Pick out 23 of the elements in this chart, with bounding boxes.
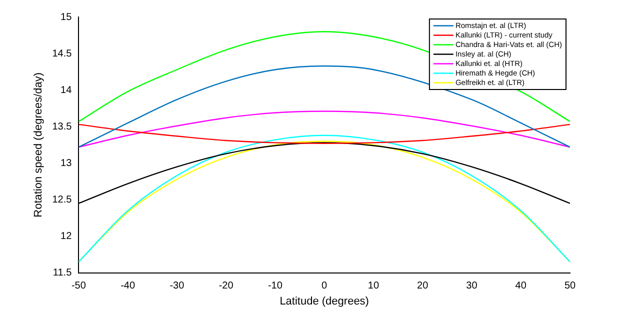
x-tick-label: 20 bbox=[417, 280, 429, 292]
x-tick-label: -30 bbox=[170, 280, 185, 292]
x-tick-label: 10 bbox=[368, 280, 380, 292]
y-tick-label: 12 bbox=[60, 231, 72, 242]
y-axis-title: Rotation speed (degrees/day) bbox=[32, 72, 45, 218]
x-tick-label: 50 bbox=[564, 280, 576, 292]
x-tick-label: 0 bbox=[322, 280, 328, 292]
x-tick-label: 40 bbox=[515, 280, 527, 292]
y-tick-label: 14.5 bbox=[52, 48, 72, 60]
x-tick-label: -20 bbox=[218, 280, 234, 292]
x-axis-title: Latitude (degrees) bbox=[280, 295, 369, 308]
x-tick-label: 30 bbox=[466, 280, 478, 292]
y-tick-label: 15 bbox=[60, 12, 72, 23]
y-tick-label: 13.5 bbox=[52, 121, 72, 132]
y-tick-label: 14 bbox=[60, 84, 72, 96]
line-series bbox=[78, 124, 570, 144]
line-series bbox=[78, 110, 570, 148]
y-tick-label: 12.5 bbox=[52, 194, 72, 206]
y-tick-label: 13 bbox=[60, 158, 72, 169]
y-tick-label: 11.5 bbox=[52, 268, 72, 279]
x-tick-label: -10 bbox=[268, 280, 283, 292]
x-tick-label: -50 bbox=[71, 280, 86, 292]
x-tick-label: -40 bbox=[120, 280, 136, 292]
